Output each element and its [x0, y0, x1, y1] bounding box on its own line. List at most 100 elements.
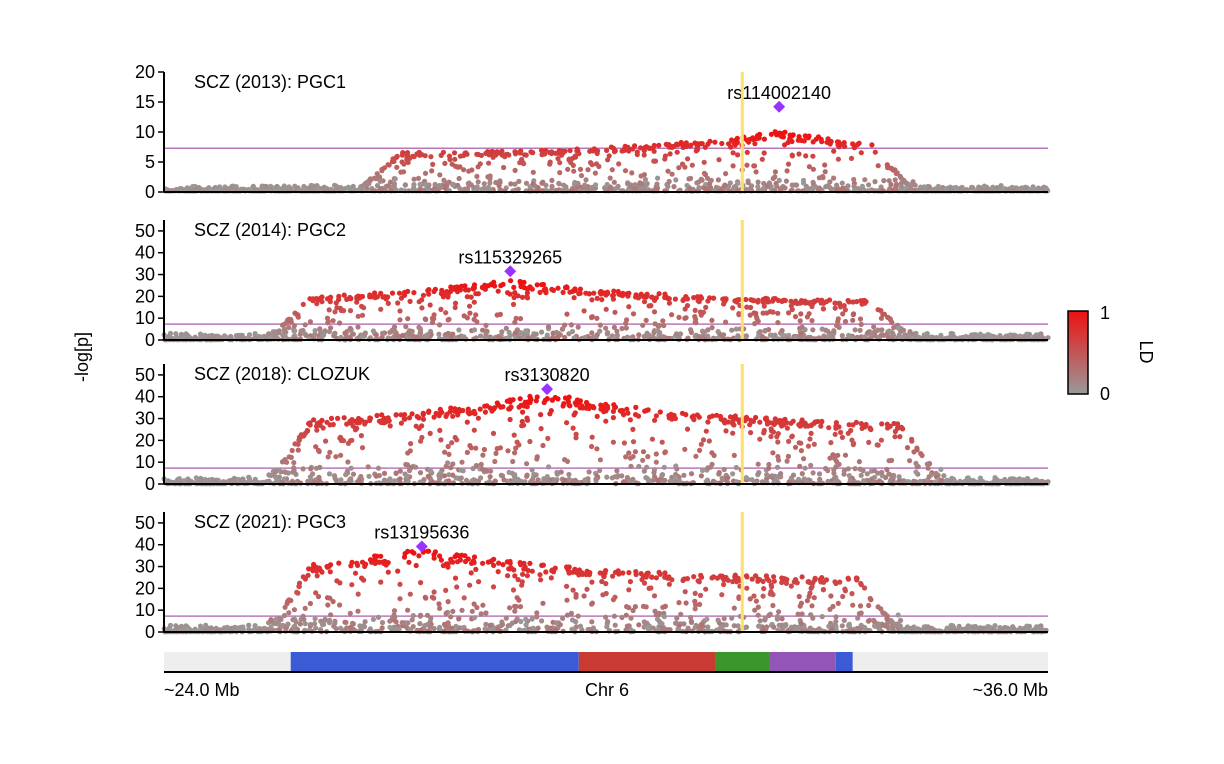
- snp-point: [610, 408, 617, 414]
- snp-point: [406, 415, 413, 421]
- snp-point: [474, 151, 480, 157]
- snp-point: [419, 305, 425, 311]
- snp-point: [286, 597, 292, 603]
- snp-point: [676, 314, 682, 320]
- snp-point: [480, 560, 486, 566]
- snp-point: [573, 435, 579, 441]
- snp-point: [426, 408, 432, 414]
- snp-point: [806, 300, 812, 306]
- snp-point: [462, 150, 468, 156]
- snp-point: [274, 477, 280, 483]
- snp-point: [610, 415, 617, 421]
- snp-point: [445, 599, 451, 605]
- snp-point: [707, 414, 713, 420]
- snp-point: [836, 324, 842, 330]
- snp-point: [804, 314, 811, 320]
- snp-point: [513, 315, 519, 321]
- snp-point: [508, 278, 514, 284]
- snp-point: [734, 136, 740, 142]
- snp-point: [810, 185, 816, 191]
- snp-point: [620, 570, 626, 576]
- snp-point: [525, 399, 531, 405]
- snp-point: [775, 439, 781, 445]
- snp-point: [344, 296, 350, 302]
- snp-point: [591, 405, 597, 411]
- snp-point: [772, 169, 779, 175]
- panel-title: SCZ (2013): PGC1: [194, 72, 346, 92]
- snp-point: [324, 315, 331, 321]
- snp-point: [494, 400, 500, 406]
- snp-point: [422, 333, 428, 339]
- snp-point: [466, 168, 472, 174]
- snp-point: [709, 317, 715, 323]
- snp-point: [291, 607, 297, 613]
- snp-point: [630, 426, 636, 432]
- snp-point: [378, 579, 384, 585]
- snp-point: [782, 129, 788, 135]
- snp-point: [754, 133, 761, 139]
- snp-point: [387, 179, 394, 185]
- snp-point: [457, 185, 463, 192]
- snp-point: [879, 469, 885, 475]
- snp-point: [467, 310, 473, 316]
- snp-point: [320, 185, 326, 191]
- snp-point: [731, 452, 737, 458]
- snp-point: [789, 433, 795, 439]
- snp-point: [697, 309, 704, 315]
- snp-point: [374, 412, 380, 419]
- snp-point: [391, 158, 397, 164]
- snp-point: [832, 431, 838, 437]
- snp-point: [653, 575, 660, 581]
- snp-point: [470, 286, 476, 292]
- snp-point: [669, 312, 675, 318]
- snp-point: [512, 608, 518, 614]
- snp-point: [450, 182, 456, 188]
- snp-point: [567, 403, 573, 409]
- snp-point: [524, 417, 531, 423]
- snp-point: [427, 430, 433, 436]
- snp-point: [603, 418, 609, 424]
- snp-point: [438, 184, 444, 190]
- snp-point: [723, 171, 729, 177]
- snp-point: [998, 183, 1004, 189]
- snp-point: [681, 472, 687, 478]
- snp-point: [397, 317, 403, 323]
- snp-point: [470, 465, 476, 472]
- snp-point: [252, 476, 258, 482]
- snp-point: [431, 589, 437, 595]
- snp-point: [594, 446, 600, 452]
- snp-point: [748, 417, 754, 423]
- snp-point: [862, 177, 868, 183]
- snp-point: [517, 396, 523, 402]
- snp-point: [411, 154, 417, 160]
- snp-point: [512, 167, 518, 173]
- snp-point: [810, 327, 816, 333]
- snp-point: [589, 600, 596, 606]
- snp-point: [755, 184, 761, 190]
- snp-point: [764, 421, 771, 427]
- snp-point: [344, 421, 350, 427]
- snp-point: [604, 181, 610, 188]
- snp-point: [266, 472, 272, 478]
- snp-point: [633, 292, 639, 298]
- snp-point: [1024, 475, 1031, 482]
- snp-point: [538, 412, 544, 418]
- snp-point: [525, 285, 531, 291]
- snp-point: [443, 587, 449, 594]
- snp-point: [492, 478, 498, 484]
- snp-point: [697, 592, 704, 599]
- snp-point: [744, 162, 750, 168]
- snp-point: [624, 317, 630, 323]
- snp-point: [875, 163, 881, 169]
- snp-point: [884, 162, 890, 168]
- snp-point: [305, 428, 311, 434]
- snp-point: [546, 464, 552, 470]
- snp-point: [511, 284, 517, 290]
- snp-point: [484, 468, 490, 474]
- snp-point: [692, 606, 698, 612]
- snp-point: [682, 142, 688, 148]
- snp-point: [464, 294, 470, 300]
- snp-point: [822, 162, 828, 168]
